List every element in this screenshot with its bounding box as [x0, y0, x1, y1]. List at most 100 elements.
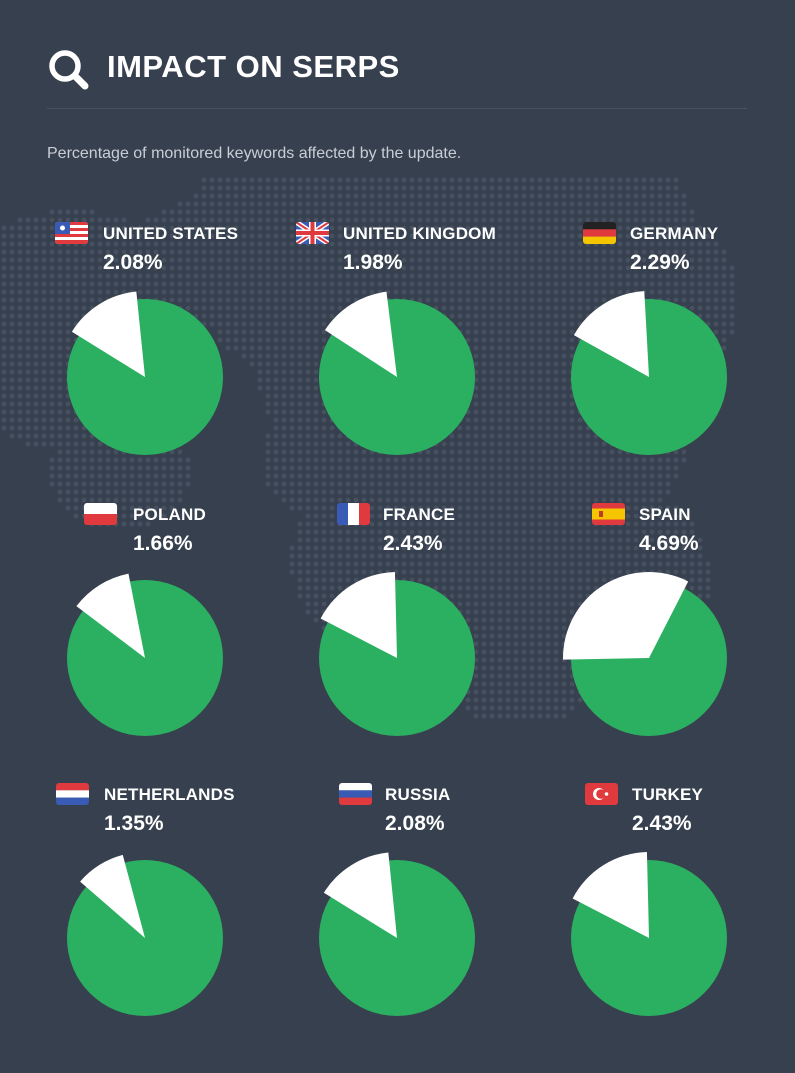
map-dot — [521, 329, 527, 335]
map-dot — [441, 177, 447, 183]
map-dot — [433, 281, 439, 287]
map-dot — [313, 377, 319, 383]
map-dot — [481, 289, 487, 295]
france-flag-icon — [337, 503, 370, 525]
map-dot — [521, 665, 527, 671]
map-dot — [705, 281, 711, 287]
map-dot — [241, 249, 247, 255]
map-dot — [465, 281, 471, 287]
map-dot — [465, 321, 471, 327]
map-dot — [281, 177, 287, 183]
map-dot — [457, 233, 463, 239]
map-dot — [665, 465, 671, 471]
map-dot — [241, 265, 247, 271]
map-dot — [553, 209, 559, 215]
map-dot — [649, 233, 655, 239]
map-dot — [433, 225, 439, 231]
map-dot — [465, 417, 471, 423]
map-dot — [441, 201, 447, 207]
map-dot — [553, 329, 559, 335]
map-dot — [673, 265, 679, 271]
map-dot — [697, 241, 703, 247]
map-dot — [313, 249, 319, 255]
map-dot — [521, 569, 527, 575]
map-dot — [217, 321, 223, 327]
map-dot — [409, 497, 415, 503]
map-dot — [177, 257, 183, 263]
map-dot — [441, 273, 447, 279]
map-dot — [289, 193, 295, 199]
map-dot — [25, 281, 31, 287]
map-dot — [497, 465, 503, 471]
map-dot — [729, 273, 735, 279]
map-dot — [401, 465, 407, 471]
map-dot — [417, 177, 423, 183]
map-dot — [193, 241, 199, 247]
map-dot — [633, 489, 639, 495]
map-dot — [129, 249, 135, 255]
map-dot — [513, 377, 519, 383]
map-dot — [689, 305, 695, 311]
map-dot — [649, 225, 655, 231]
map-dot — [713, 241, 719, 247]
map-dot — [505, 313, 511, 319]
map-dot — [377, 193, 383, 199]
map-dot — [361, 193, 367, 199]
map-dot — [441, 489, 447, 495]
map-dot — [25, 337, 31, 343]
map-dot — [177, 225, 183, 231]
map-dot — [681, 209, 687, 215]
map-dot — [665, 217, 671, 223]
map-dot — [577, 273, 583, 279]
map-dot — [217, 257, 223, 263]
map-dot — [529, 297, 535, 303]
map-dot — [241, 209, 247, 215]
map-dot — [521, 489, 527, 495]
map-dot — [529, 225, 535, 231]
map-dot — [65, 257, 71, 263]
map-dot — [665, 257, 671, 263]
map-dot — [561, 201, 567, 207]
map-dot — [369, 241, 375, 247]
map-dot — [9, 345, 15, 351]
map-dot — [161, 209, 167, 215]
map-dot — [281, 401, 287, 407]
page-title: IMPACT ON SERPS — [107, 49, 400, 84]
map-dot — [529, 465, 535, 471]
map-dot — [577, 489, 583, 495]
map-dot — [105, 273, 111, 279]
map-dot — [521, 361, 527, 367]
map-dot — [273, 409, 279, 415]
map-dot — [361, 273, 367, 279]
map-dot — [537, 249, 543, 255]
map-dot — [225, 265, 231, 271]
map-dot — [489, 361, 495, 367]
map-dot — [369, 473, 375, 479]
map-dot — [561, 369, 567, 375]
map-dot — [641, 265, 647, 271]
map-dot — [9, 369, 15, 375]
map-dot — [121, 473, 127, 479]
map-dot — [401, 209, 407, 215]
map-dot — [489, 489, 495, 495]
map-dot — [465, 473, 471, 479]
map-dot — [329, 193, 335, 199]
map-dot — [313, 265, 319, 271]
map-dot — [361, 209, 367, 215]
map-dot — [665, 193, 671, 199]
map-dot — [457, 305, 463, 311]
map-dot — [513, 241, 519, 247]
map-dot — [625, 249, 631, 255]
map-dot — [249, 265, 255, 271]
map-dot — [289, 297, 295, 303]
map-dot — [457, 225, 463, 231]
map-dot — [673, 201, 679, 207]
map-dot — [81, 209, 87, 215]
map-dot — [177, 473, 183, 479]
map-dot — [561, 321, 567, 327]
map-dot — [513, 353, 519, 359]
map-dot — [241, 177, 247, 183]
map-dot — [497, 281, 503, 287]
map-dot — [57, 489, 63, 495]
map-dot — [505, 217, 511, 223]
